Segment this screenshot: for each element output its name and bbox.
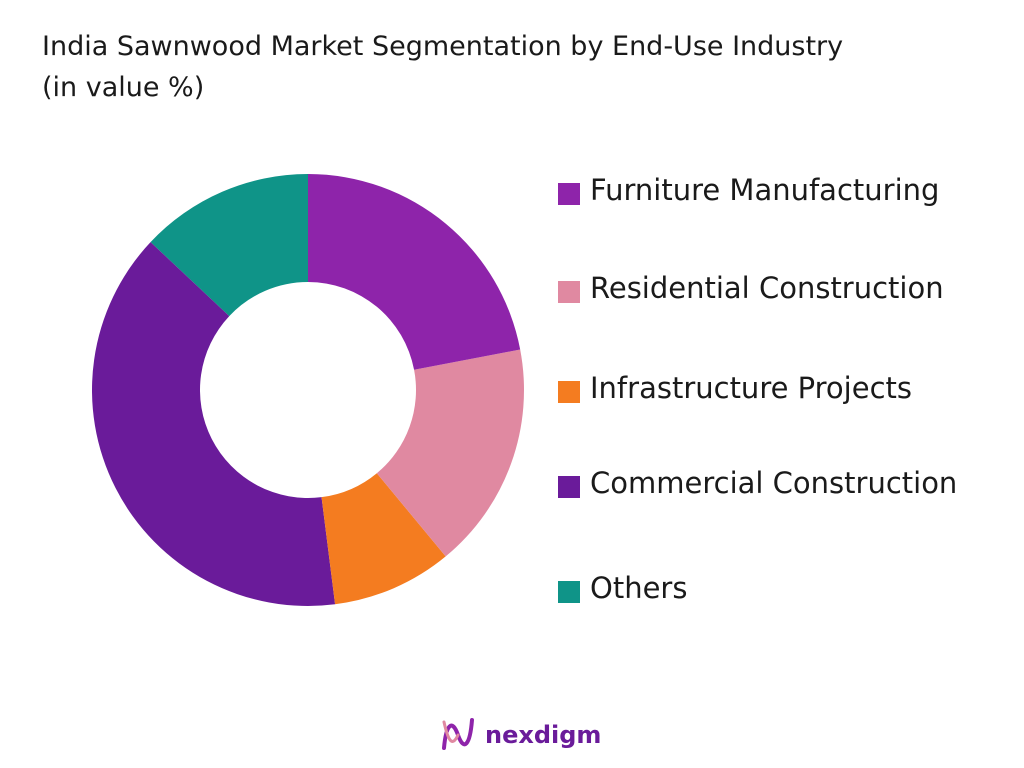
logo-text: nexdigm xyxy=(485,721,601,749)
chart-subtitle: (in value %) xyxy=(42,72,204,103)
legend-swatch xyxy=(558,381,580,403)
donut-slice xyxy=(150,174,308,317)
donut-slice xyxy=(308,174,521,370)
legend-label: Others xyxy=(590,571,687,605)
legend-label: Residential Construction xyxy=(590,271,944,305)
legend-label: Commercial Construction xyxy=(590,466,957,500)
chart-title: India Sawnwood Market Segmentation by En… xyxy=(42,31,843,62)
legend-label: Infrastructure Projects xyxy=(590,371,912,405)
donut xyxy=(92,174,524,606)
logo-icon xyxy=(442,720,460,743)
legend-swatch xyxy=(558,183,580,205)
legend-swatch xyxy=(558,581,580,603)
legend-swatch xyxy=(558,281,580,303)
legend-label: Furniture Manufacturing xyxy=(590,173,939,207)
legend: Furniture Manufacturing Residential Const… xyxy=(558,173,957,605)
donut-slice xyxy=(92,242,336,606)
logo: nexdigm xyxy=(442,718,601,750)
legend-swatch xyxy=(558,476,580,498)
donut-slice xyxy=(376,349,524,557)
donut-slice xyxy=(321,473,446,605)
